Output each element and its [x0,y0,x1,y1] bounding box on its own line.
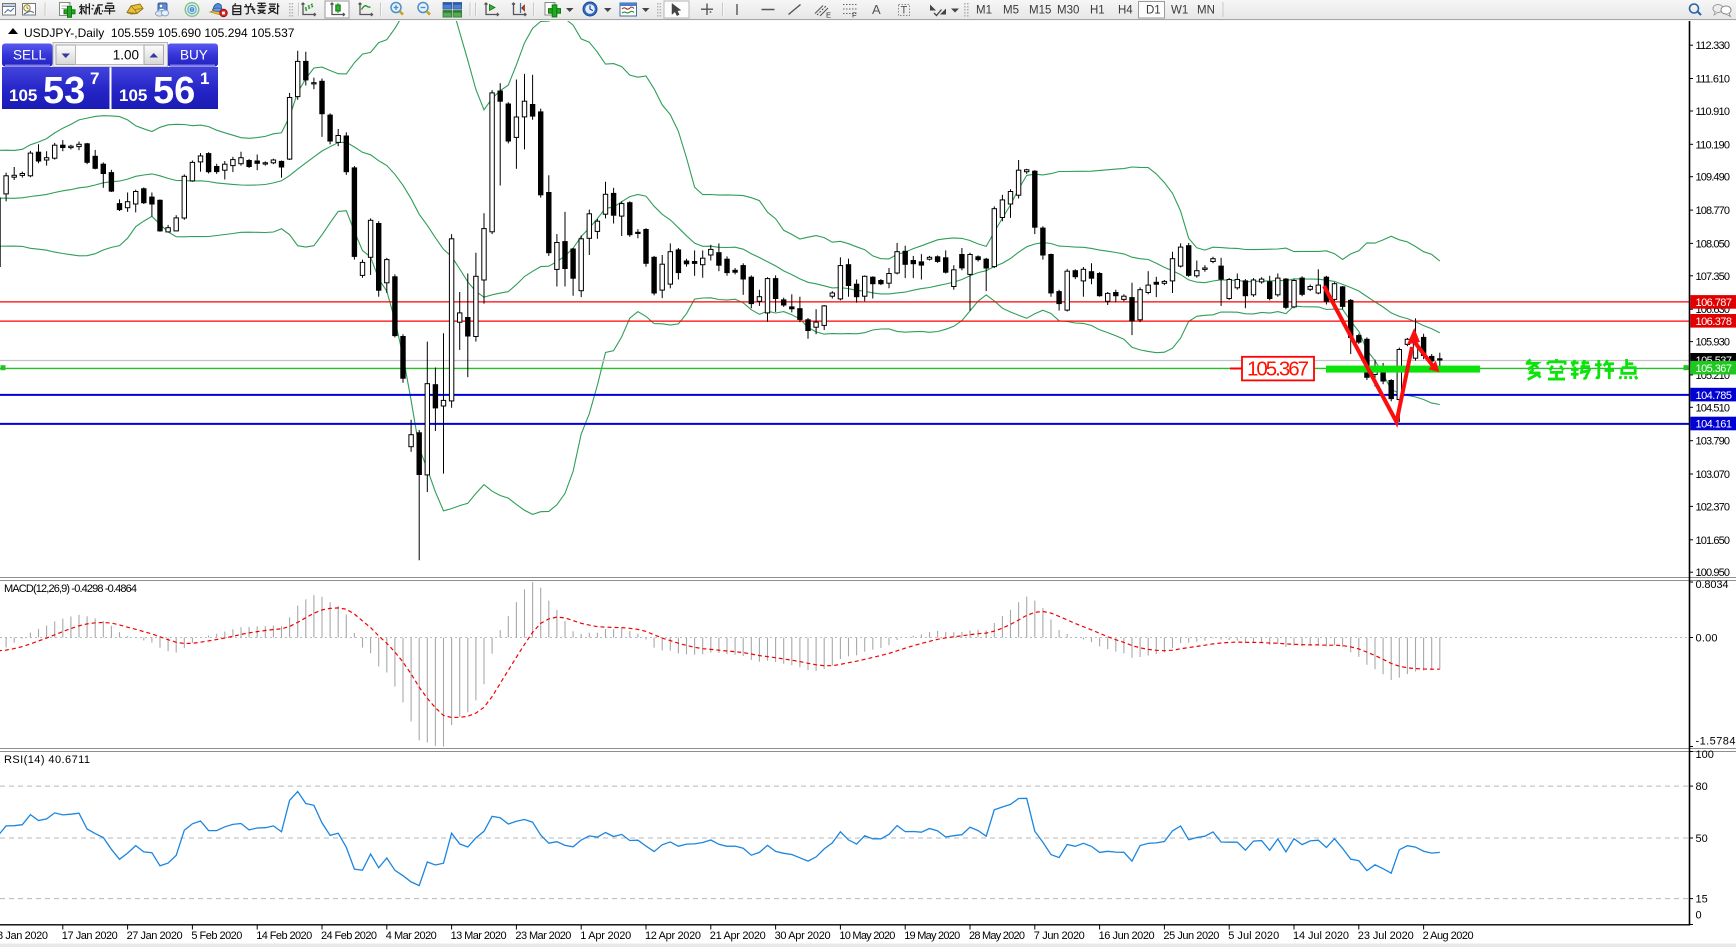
svg-text:F: F [852,11,857,20]
svg-text:105: 105 [9,86,37,105]
svg-text:D1: D1 [1146,5,1161,17]
svg-text:56: 56 [153,70,195,112]
svg-text:25 Jun 2020: 25 Jun 2020 [1163,930,1219,942]
svg-text:23 Jul 2020: 23 Jul 2020 [1358,930,1414,942]
svg-text:103.790: 103.790 [1696,436,1731,448]
svg-text:17 Jan 2020: 17 Jan 2020 [62,930,118,942]
svg-text:50: 50 [1696,833,1708,845]
svg-text:A: A [872,2,881,17]
svg-text:53: 53 [43,70,85,112]
svg-text:108.050: 108.050 [1696,238,1731,250]
svg-text:107.350: 107.350 [1696,271,1731,283]
svg-text:105.367: 105.367 [1247,358,1309,381]
svg-text:T: T [901,5,908,17]
svg-text:30 Apr 2020: 30 Apr 2020 [775,930,831,942]
svg-text:H1: H1 [1090,5,1105,17]
svg-text:7: 7 [90,69,99,88]
svg-text:105.930: 105.930 [1696,337,1731,349]
svg-text:106.787: 106.787 [1696,297,1733,309]
svg-text:W1: W1 [1171,5,1188,17]
svg-text:USDJPY-,Daily 105.559 105.690: USDJPY-,Daily 105.559 105.690 105.294 10… [24,26,295,40]
svg-text:2 Aug 2020: 2 Aug 2020 [1423,930,1474,942]
svg-text:103.070: 103.070 [1696,469,1731,481]
svg-text:0: 0 [1696,910,1702,922]
svg-text:100.950: 100.950 [1696,567,1731,579]
svg-text:111.610: 111.610 [1696,74,1731,86]
svg-text:109.490: 109.490 [1696,172,1731,184]
svg-text:MACD(12,26,9) -0.4298 -0.4864: MACD(12,26,9) -0.4298 -0.4864 [4,583,137,595]
svg-text:19 May 2020: 19 May 2020 [904,930,960,942]
svg-text:13 Mar 2020: 13 Mar 2020 [451,930,507,942]
svg-text:110.190: 110.190 [1696,139,1731,151]
svg-text:28 May 2020: 28 May 2020 [969,930,1025,942]
svg-text:108.770: 108.770 [1696,205,1731,217]
svg-text:104.161: 104.161 [1696,419,1733,431]
svg-text:14 Feb 2020: 14 Feb 2020 [256,930,312,942]
svg-text:23 Mar 2020: 23 Mar 2020 [515,930,571,942]
svg-text:100: 100 [1696,749,1714,761]
svg-text:MN: MN [1197,5,1215,17]
svg-text:7 Jun 2020: 7 Jun 2020 [1034,930,1085,942]
svg-text:110.910: 110.910 [1696,106,1731,118]
svg-text:0.8034: 0.8034 [1696,579,1729,591]
svg-text:BUY: BUY [180,48,208,63]
svg-text:104.785: 104.785 [1696,390,1733,402]
svg-text:16 Jun 2020: 16 Jun 2020 [1099,930,1155,942]
svg-text:0.00: 0.00 [1696,633,1718,645]
svg-text:80: 80 [1696,781,1708,793]
svg-text:104.510: 104.510 [1696,402,1731,414]
svg-text:1 Apr 2020: 1 Apr 2020 [580,930,631,942]
svg-text:-1.5784: -1.5784 [1696,736,1736,748]
svg-text:M15: M15 [1029,5,1051,17]
svg-text:106.378: 106.378 [1696,316,1733,328]
svg-text:102.370: 102.370 [1696,501,1731,513]
svg-text:8 Jan 2020: 8 Jan 2020 [0,930,48,942]
svg-text:14 Jul 2020: 14 Jul 2020 [1293,930,1349,942]
svg-text:H4: H4 [1118,5,1133,17]
svg-text:27 Jan 2020: 27 Jan 2020 [127,930,183,942]
svg-text:21 Apr 2020: 21 Apr 2020 [710,930,766,942]
svg-text:RSI(14) 40.6711: RSI(14) 40.6711 [4,754,90,766]
svg-text:24 Feb 2020: 24 Feb 2020 [321,930,377,942]
svg-text:1: 1 [200,69,209,88]
svg-text:SELL: SELL [13,48,47,63]
svg-text:12 Apr 2020: 12 Apr 2020 [645,930,701,942]
svg-text:M5: M5 [1003,5,1019,17]
svg-text:5 Jul 2020: 5 Jul 2020 [1228,930,1279,942]
svg-text:101.650: 101.650 [1696,535,1731,547]
svg-text:5 Feb 2020: 5 Feb 2020 [191,930,242,942]
svg-text:112.330: 112.330 [1696,40,1731,52]
svg-text:E: E [826,11,831,20]
svg-text:105.367: 105.367 [1696,363,1733,375]
svg-text:M30: M30 [1057,5,1079,17]
svg-text:15: 15 [1696,894,1708,906]
svg-text:10 May 2020: 10 May 2020 [839,930,895,942]
svg-text:M1: M1 [976,5,992,17]
svg-text:1.00: 1.00 [113,48,139,63]
svg-text:105: 105 [119,86,147,105]
svg-text:4 Mar 2020: 4 Mar 2020 [386,930,437,942]
